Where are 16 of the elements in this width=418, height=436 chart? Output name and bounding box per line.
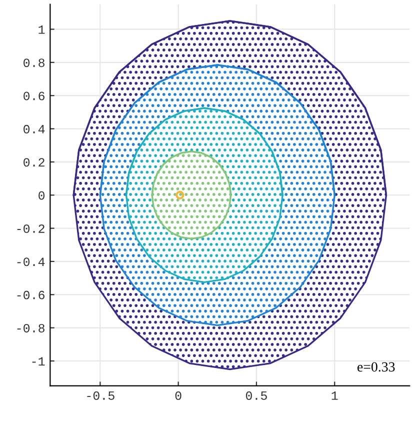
y-tick-label: 0.8	[24, 58, 44, 68]
y-tick-label: -0.8	[17, 324, 44, 332]
y-tick-label: 0.2	[24, 158, 44, 167]
y-tick-label: -0.4	[17, 258, 45, 266]
y-tick-label: -0.2	[17, 224, 44, 233]
x-tick-label: 0.5	[246, 391, 267, 400]
y-tick-label: 0.6	[24, 92, 44, 100]
y-tick-label: 1	[38, 26, 45, 34]
y-tick-label: 0.4	[24, 124, 45, 134]
annotation: e=0.33	[358, 362, 395, 372]
y-tick-label: 0	[38, 191, 45, 200]
x-tick-label: 1	[332, 392, 338, 400]
x-tick-label: 0	[175, 391, 182, 400]
y-tick-label: -1	[32, 357, 45, 366]
x-tick-label: -0.5	[87, 391, 114, 400]
y-tick-label: -0.6	[17, 290, 44, 300]
